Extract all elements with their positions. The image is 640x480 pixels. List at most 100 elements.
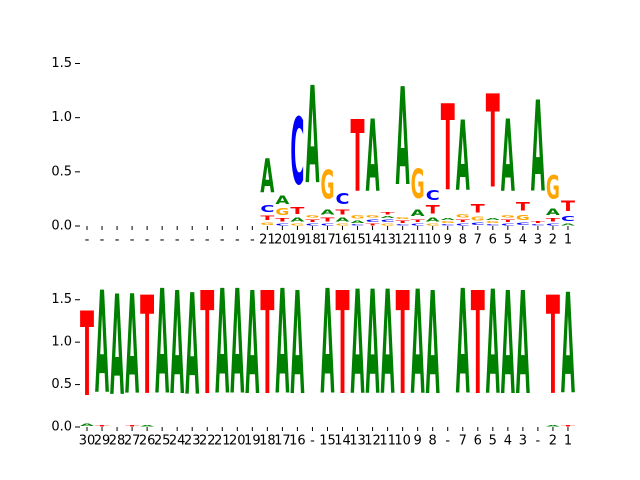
x-tick-label: 13 <box>379 233 396 248</box>
logo-letter: A <box>275 261 289 428</box>
logo-letter: A <box>381 261 395 428</box>
logo-letter: C <box>486 224 500 226</box>
x-tick-label: 19 <box>244 434 261 449</box>
x-tick-label: 16 <box>289 434 306 449</box>
logo-letter: A <box>95 261 109 425</box>
x-tick-label: 18 <box>304 233 321 248</box>
x-tick-label: 21 <box>259 233 276 248</box>
x-tick-label: - <box>85 233 90 248</box>
logo-letter: A <box>411 208 426 218</box>
logo-letter: C <box>441 224 455 226</box>
logo-letter: T <box>290 205 304 216</box>
logo-letter: A <box>456 102 470 213</box>
x-tick-label: 18 <box>259 434 276 449</box>
y-tick-label: 0.5 <box>51 377 72 392</box>
logo-letter: A <box>230 261 244 428</box>
logo-letter: A <box>366 261 380 428</box>
x-tick-label: 15 <box>349 233 366 248</box>
x-tick-label: - <box>536 434 541 449</box>
x-tick-label: 1 <box>564 434 572 449</box>
x-tick-label: - <box>310 434 315 449</box>
logo-letter: G <box>305 214 319 218</box>
logo-letter: A <box>426 217 441 223</box>
x-tick-label: 4 <box>519 233 527 248</box>
logo-letter: T <box>260 214 275 222</box>
logo-letter: T <box>561 199 575 215</box>
x-tick-label: 24 <box>169 434 186 449</box>
logo-letter: G <box>351 214 365 220</box>
logo-letter: A <box>366 98 380 213</box>
x-tick-label: 11 <box>379 434 396 449</box>
x-tick-label: 17 <box>319 233 336 248</box>
logo-letter: A <box>441 218 455 221</box>
logo-letter: G <box>501 214 515 218</box>
logo-letter: C <box>501 223 515 226</box>
logo-letter: G <box>275 207 289 218</box>
x-tick-label: 15 <box>319 434 336 449</box>
logo-letter: G <box>486 221 500 224</box>
x-tick-label: - <box>130 233 135 248</box>
logo-letter: T <box>381 211 395 215</box>
logo-letter: G <box>290 223 304 226</box>
logo-letter: G <box>441 221 455 224</box>
x-tick-label: 29 <box>94 434 111 449</box>
logo-letter: T <box>561 425 575 427</box>
logo-letter: T <box>426 203 441 216</box>
logo-letter: A <box>381 215 395 218</box>
logo-letter: T <box>140 267 154 425</box>
logo-letter: T <box>531 221 545 224</box>
logo-letter: A <box>275 193 289 206</box>
x-tick-label: 27 <box>124 434 141 449</box>
x-tick-label: 30 <box>79 434 96 449</box>
logo-letter: G <box>426 223 440 226</box>
logo-letter: A <box>531 76 545 222</box>
x-tick-label: - <box>250 233 255 248</box>
x-tick-label: 9 <box>414 434 422 449</box>
logo-letter: T <box>200 262 214 427</box>
logo-letter: C <box>260 203 274 214</box>
logo-letter: T <box>95 425 109 427</box>
logo-letter: A <box>546 207 561 217</box>
x-tick-label: 4 <box>504 434 512 449</box>
x-tick-label: 3 <box>519 434 527 449</box>
logo-letter: C <box>305 223 319 226</box>
logo-letter: C <box>471 222 485 226</box>
logo-letter: A <box>456 261 470 428</box>
x-tick-label: - <box>115 233 120 248</box>
y-tick-label: 1.0 <box>51 335 72 350</box>
x-tick-label: 2 <box>549 434 557 449</box>
logo-letter: A <box>290 217 305 223</box>
logo-letter: A <box>125 266 139 424</box>
logo-letter: T <box>441 80 455 217</box>
x-tick-label: 13 <box>349 434 366 449</box>
logo-letter: C <box>411 223 425 226</box>
logo-letter: T <box>336 262 350 427</box>
x-tick-label: 16 <box>334 233 351 248</box>
x-tick-label: 2 <box>549 233 557 248</box>
logo-letter: C <box>275 223 289 226</box>
logo-letter: T <box>336 208 351 217</box>
x-tick-label: 25 <box>154 434 171 449</box>
logo-letter: A <box>561 223 575 226</box>
x-tick-label: 6 <box>489 233 497 248</box>
logo-letter: G <box>516 214 530 222</box>
x-tick-label: 8 <box>459 233 467 248</box>
logo-letter: T <box>516 200 531 213</box>
x-tick-label: - <box>220 233 225 248</box>
logo-letter: T <box>486 68 500 217</box>
x-tick-label: 23 <box>184 434 201 449</box>
logo-letter: T <box>351 99 365 214</box>
x-tick-label: - <box>445 434 450 449</box>
x-tick-label: - <box>175 233 180 248</box>
logo-letter: A <box>561 266 575 426</box>
logo-letter: A <box>260 150 274 204</box>
logo-letter: T <box>471 262 485 427</box>
x-tick-label: 20 <box>274 233 291 248</box>
x-tick-label: 6 <box>474 434 482 449</box>
logo-letter: T <box>320 216 335 223</box>
logo-letter: C <box>396 224 410 226</box>
logo-letter: C <box>290 99 304 206</box>
y-tick-label: 0.0 <box>51 420 72 435</box>
logo-letter: T <box>471 202 486 215</box>
x-tick-label: 17 <box>274 434 291 449</box>
